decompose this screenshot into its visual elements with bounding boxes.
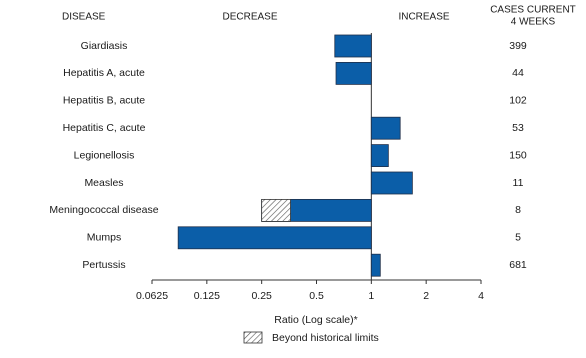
y-tick-label: Hepatitis A, acute <box>63 67 145 79</box>
header-increase: INCREASE <box>398 12 449 23</box>
x-tick-label: 0.125 <box>194 290 220 302</box>
cases-label: 681 <box>509 259 527 271</box>
cases-label: 399 <box>509 40 527 52</box>
cases-label: 150 <box>509 149 527 161</box>
bar <box>177 226 372 250</box>
y-tick-label: Pertussis <box>82 259 125 271</box>
x-tick-label: 4 <box>478 290 484 302</box>
legend-swatch <box>243 331 263 344</box>
x-tick-label: 0.0625 <box>136 290 168 302</box>
cases-label: 5 <box>515 232 521 244</box>
y-tick-label: Legionellosis <box>74 149 135 161</box>
cases-label: 44 <box>512 67 524 79</box>
x-axis-label: Ratio (Log scale)* <box>274 314 357 326</box>
y-tick-label: Measles <box>84 177 123 189</box>
header-cases: CASES CURRENT <box>490 5 576 16</box>
cases-label: 11 <box>513 177 524 189</box>
bar <box>370 253 381 277</box>
cases-label: 8 <box>515 204 521 216</box>
bar <box>334 34 372 58</box>
y-tick-label: Meningococcal disease <box>49 204 158 216</box>
x-tick-label: 2 <box>423 290 429 302</box>
legend-label: Beyond historical limits <box>272 332 379 344</box>
bar <box>370 144 389 168</box>
y-tick-label: Hepatitis C, acute <box>63 122 146 134</box>
bar <box>335 62 372 85</box>
y-tick-label: Hepatitis B, acute <box>63 95 145 107</box>
x-tick-label: 1 <box>368 290 374 302</box>
beyond-limits <box>261 198 291 222</box>
header-disease: DISEASE <box>62 12 106 23</box>
header-decrease: DECREASE <box>222 12 277 23</box>
x-tick-label: 0.25 <box>251 290 272 302</box>
bar <box>370 171 413 195</box>
x-tick-label: 0.5 <box>309 290 324 302</box>
header-cases: 4 WEEKS <box>511 17 556 28</box>
bar <box>370 116 401 140</box>
cases-label: 53 <box>512 122 524 134</box>
cases-label: 102 <box>509 95 527 107</box>
y-tick-label: Mumps <box>87 232 121 244</box>
y-tick-label: Giardiasis <box>81 40 128 52</box>
